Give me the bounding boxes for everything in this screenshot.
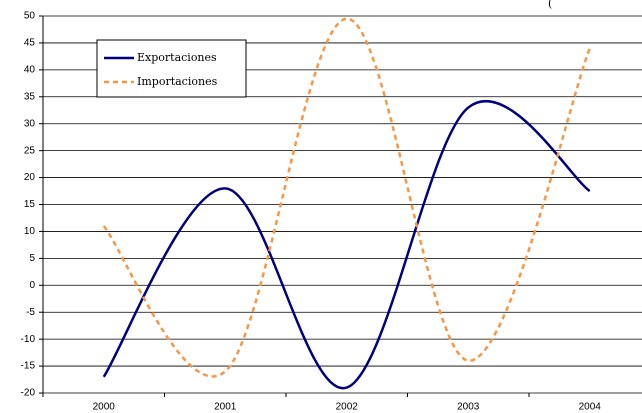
x-tick-label: 2000: [93, 402, 116, 413]
legend-label: Importaciones: [137, 75, 218, 88]
y-tick-label: -20: [21, 388, 36, 399]
series-line: [102, 17, 591, 378]
y-tick-label: -5: [26, 307, 35, 318]
y-tick-label: 40: [24, 64, 36, 75]
y-tick-label: 30: [24, 118, 36, 129]
y-tick-label: 20: [24, 172, 36, 183]
y-tick-label: 15: [24, 199, 36, 210]
y-tick-label: 45: [24, 38, 36, 49]
x-tick-label: 2004: [579, 402, 602, 413]
x-tick-label: 2002: [336, 402, 359, 413]
y-tick-label: -10: [21, 334, 36, 345]
y-tick-label: 50: [24, 11, 36, 22]
legend-box: [96, 39, 247, 98]
chart-title: (: [548, 0, 552, 10]
y-tick-label: 25: [24, 145, 36, 156]
y-tick-label: 5: [29, 253, 35, 264]
x-tick-label: 2001: [214, 402, 237, 413]
y-tick-label: 0: [29, 280, 35, 291]
legend-label: Exportaciones: [137, 51, 217, 64]
y-tick-label: 35: [24, 91, 36, 102]
x-tick-label: 2003: [457, 402, 480, 413]
y-tick-label: 10: [24, 226, 36, 237]
series-line: [102, 99, 591, 390]
y-tick-label: -15: [21, 361, 36, 372]
